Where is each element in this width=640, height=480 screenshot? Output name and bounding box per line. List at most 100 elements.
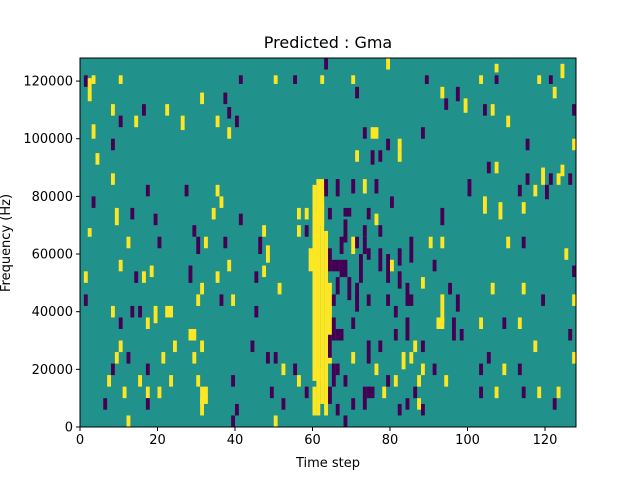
heatmap-cell-low	[335, 403, 340, 416]
heatmap-cell-low	[374, 179, 379, 194]
heatmap-cell-low	[235, 115, 239, 128]
heatmap-cell-low	[331, 294, 336, 306]
heatmap-cell-high	[417, 398, 422, 410]
heatmap-cell-low	[250, 340, 255, 353]
heatmap-cell-low	[467, 179, 472, 197]
heatmap-cell-low	[266, 352, 270, 364]
heatmap-cell-low	[568, 328, 573, 341]
heatmap-cell-high	[413, 340, 418, 353]
heatmap-cell-high	[541, 167, 546, 185]
heatmap-cell-low	[521, 386, 526, 399]
heatmap-cell-low	[231, 375, 236, 387]
heatmap-cell-high	[312, 210, 321, 381]
heatmap-cell-high	[355, 150, 360, 162]
heatmap-cell-high	[320, 202, 325, 404]
heatmap-cell-low	[142, 104, 146, 116]
heatmap-cell-low	[235, 403, 239, 416]
heatmap-cell-low	[118, 317, 123, 329]
heatmap-cell-low	[370, 150, 375, 165]
heatmap-cell-high	[351, 236, 356, 255]
heatmap-cell-high	[479, 317, 484, 329]
heatmap-cell-low	[258, 236, 263, 255]
heatmap-cell-high	[386, 58, 391, 70]
x-tick-label: 40	[227, 433, 244, 448]
heatmap-cell-low	[130, 207, 135, 220]
heatmap-cell-low	[405, 282, 410, 301]
heatmap-cell-high	[165, 104, 170, 116]
x-tick-label: 120	[533, 433, 558, 448]
heatmap-cell-low	[351, 398, 356, 410]
heatmap-cell-high	[351, 352, 356, 364]
heatmap-cell-low	[238, 75, 243, 84]
heatmap-cell-high	[370, 127, 379, 139]
heatmap-cell-high	[196, 294, 201, 306]
heatmap-cell-low	[479, 363, 484, 376]
heatmap-cell-high	[297, 207, 301, 220]
heatmap-cell-high	[572, 352, 577, 364]
heatmap-cell-low	[362, 225, 367, 237]
heatmap-cell-low	[552, 398, 557, 410]
heatmap-cell-high	[440, 86, 445, 99]
heatmap-cell-low	[145, 398, 150, 410]
heatmap-cell-high	[401, 352, 406, 370]
heatmap-cell-low	[153, 213, 158, 226]
heatmap-cell-low	[355, 86, 360, 99]
heatmap-cell-high	[556, 386, 561, 399]
heatmap-cell-high	[87, 228, 92, 237]
heatmap-cell-high	[328, 282, 332, 364]
heatmap-cell-high	[180, 115, 185, 131]
heatmap-cell-low	[421, 127, 425, 139]
heatmap-cell-high	[169, 375, 174, 387]
heatmap-cell-high	[297, 225, 301, 237]
heatmap-cell-low	[366, 340, 371, 353]
heatmap-cell-high	[200, 282, 205, 295]
heatmap-cell-high	[118, 340, 123, 353]
heatmap-cell-low	[223, 236, 228, 249]
heatmap-cell-high	[494, 161, 499, 174]
heatmap-cell-high	[494, 386, 499, 399]
heatmap-cell-high	[552, 86, 557, 99]
heatmap-cell-low	[324, 58, 329, 70]
heatmap-cell-low	[254, 305, 259, 318]
heatmap-cell-high	[118, 75, 123, 84]
heatmap-cell-low	[409, 236, 414, 263]
heatmap-cell-low	[386, 254, 391, 283]
y-tick-label: 100000	[23, 132, 73, 147]
heatmap-cell-low	[231, 415, 236, 427]
heatmap-cell-low	[138, 305, 143, 318]
heatmap-cell-low	[459, 328, 464, 341]
heatmap-cell-high	[374, 363, 379, 376]
heatmap-cell-low	[339, 259, 348, 278]
heatmap-cell-low	[362, 127, 367, 139]
x-axis: 0 20 40 60 80 100 120	[76, 427, 558, 448]
heatmap-cells	[83, 58, 577, 427]
heatmap-cell-high	[498, 202, 503, 220]
y-tick-label: 120000	[23, 75, 73, 90]
y-tick-label: 60000	[32, 248, 73, 263]
heatmap-cell-high	[165, 305, 173, 318]
heatmap-cell-high	[273, 415, 278, 427]
heatmap-cell-high	[83, 271, 88, 283]
heatmap-cell-low	[452, 317, 456, 341]
heatmap-cell-low	[188, 265, 193, 283]
heatmap-cell-high	[483, 196, 487, 214]
heatmap-cell-high	[188, 328, 197, 341]
heatmap-cell-low	[479, 386, 484, 399]
heatmap-cell-high	[506, 236, 511, 249]
heatmap-cell-high	[145, 386, 150, 399]
heatmap-cell-low	[432, 259, 437, 272]
heatmap-cell-high	[537, 386, 542, 399]
x-axis-label: Time step	[295, 456, 360, 471]
heatmap-cell-low	[335, 328, 344, 341]
heatmap-cell-low	[548, 173, 553, 185]
heatmap-cell-high	[107, 375, 112, 387]
heatmap-cell-low	[413, 386, 418, 399]
heatmap-cell-low	[362, 236, 367, 255]
heatmap-cell-low	[366, 294, 371, 306]
heatmap-cell-low	[455, 294, 460, 312]
heatmap-cell-high	[463, 98, 468, 113]
heatmap-cell-low	[397, 248, 402, 266]
x-tick-label: 60	[304, 433, 321, 448]
heatmap-cell-low	[192, 225, 197, 237]
heatmap-cell-low	[339, 236, 344, 255]
